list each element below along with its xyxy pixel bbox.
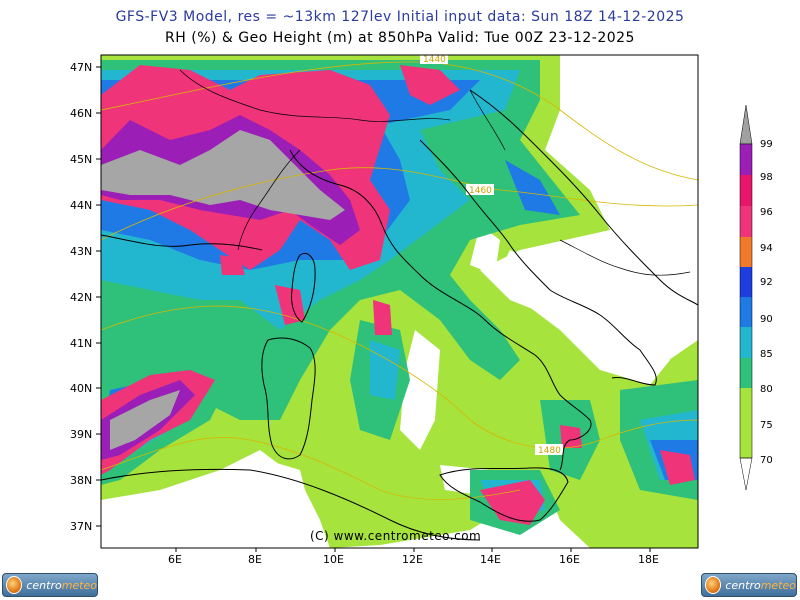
contour-label-1440: 1440: [423, 55, 446, 65]
lat-label: 42N: [70, 291, 92, 304]
longitude-axis: 6E 8E 10E 12E 14E 16E 18E: [168, 548, 659, 566]
colorbar-label: 92: [760, 277, 773, 288]
lon-label: 8E: [248, 553, 262, 566]
coastlines: [101, 89, 698, 541]
lat-label: 41N: [70, 337, 92, 350]
colorbar-swatch: [740, 327, 752, 358]
globe-icon: [705, 576, 722, 594]
logo-text-b: meteo: [61, 578, 97, 592]
lat-label: 43N: [70, 245, 92, 258]
rh-100-area: [101, 130, 345, 220]
colorbar: 99 98 96 94 92 90 85 80 75 70: [739, 104, 773, 491]
latitude-axis: 47N 46N 45N 44N 43N 42N 41N 40N 39N 38N …: [70, 61, 101, 533]
centrometeo-logo-left[interactable]: centrometeo: [2, 573, 98, 597]
lon-label: 12E: [402, 553, 423, 566]
chart-title: GFS-FV3 Model, res = ~13km 127lev Initia…: [115, 9, 685, 25]
lat-label: 47N: [70, 61, 92, 74]
colorbar-swatch: [740, 144, 752, 175]
lon-label: 18E: [638, 553, 659, 566]
colorbar-swatch: [740, 206, 752, 237]
map-frame: [100, 54, 699, 549]
colorbar-label: 90: [760, 314, 773, 325]
colorbar-label: 94: [760, 243, 773, 254]
centrometeo-logo-right[interactable]: centrometeo: [701, 573, 797, 597]
colorbar-label: 80: [760, 384, 773, 395]
colorbar-swatch: [740, 237, 752, 267]
lat-label: 38N: [70, 474, 92, 487]
lat-label: 39N: [70, 428, 92, 441]
colorbar-swatch: [740, 358, 752, 388]
geo-height-contours: [101, 61, 698, 500]
colorbar-bottom-arrow: [739, 457, 753, 491]
lat-label: 40N: [70, 382, 92, 395]
lat-label: 45N: [70, 153, 92, 166]
colorbar-label: 85: [760, 349, 773, 360]
lon-label: 6E: [168, 553, 182, 566]
country-borders: [179, 69, 691, 276]
colorbar-label: 99: [760, 139, 773, 150]
rh-field: [101, 55, 698, 548]
colorbar-swatch: [740, 388, 752, 418]
lat-label: 44N: [70, 199, 92, 212]
colorbar-swatch: [740, 175, 752, 206]
contour-labels: 1440 1460 1480: [420, 53, 563, 456]
colorbar-swatch: [740, 418, 752, 458]
contour-label-1460: 1460: [469, 186, 492, 196]
logo-text-a: centro: [725, 578, 761, 592]
colorbar-swatch: [740, 267, 752, 297]
logo-text-a: centro: [26, 578, 62, 592]
colorbar-label: 98: [760, 172, 773, 183]
lat-label: 46N: [70, 107, 92, 120]
contour-label-1480: 1480: [538, 446, 561, 456]
globe-icon: [6, 576, 23, 594]
colorbar-label: 70: [760, 455, 773, 466]
lat-label: 37N: [70, 520, 92, 533]
lon-label: 14E: [480, 553, 501, 566]
lon-label: 16E: [559, 553, 580, 566]
colorbar-top-arrow: [739, 104, 753, 145]
colorbar-swatch: [740, 297, 752, 327]
colorbar-label: 75: [760, 420, 773, 431]
lon-label: 10E: [323, 553, 344, 566]
chart-subtitle: RH (%) & Geo Height (m) at 850hPa Valid:…: [165, 30, 635, 46]
colorbar-label: 96: [760, 207, 773, 218]
logo-text-b: meteo: [760, 578, 796, 592]
copyright-text: (C) www.centrometeo.com: [310, 529, 481, 543]
